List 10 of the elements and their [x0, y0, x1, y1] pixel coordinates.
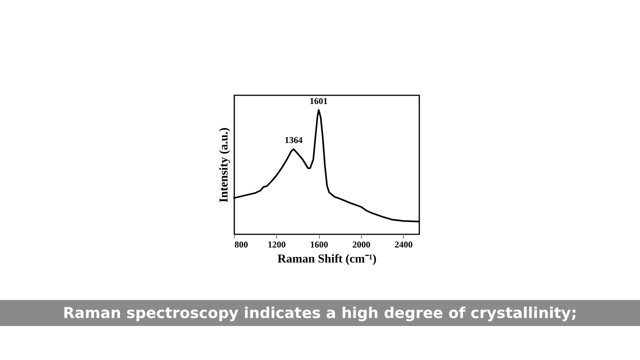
x-tick-label: 2400 — [394, 240, 414, 250]
x-tick-label: 1600 — [310, 240, 329, 250]
y-axis-title: Intensity (a.u.) — [216, 127, 230, 203]
annotation: 1601 — [310, 96, 328, 106]
text: Raman spectroscopy indicates a high degree of crystallinity; — [0, 300, 640, 326]
annotation: 1364 — [284, 135, 304, 146]
x-tick-label: 2000 — [352, 240, 371, 250]
x-axis-title: Raman Shift (cm⁻¹) — [278, 252, 376, 266]
x-tick-label: 1200 — [268, 240, 286, 250]
x-tick-label: 800 — [234, 240, 248, 250]
